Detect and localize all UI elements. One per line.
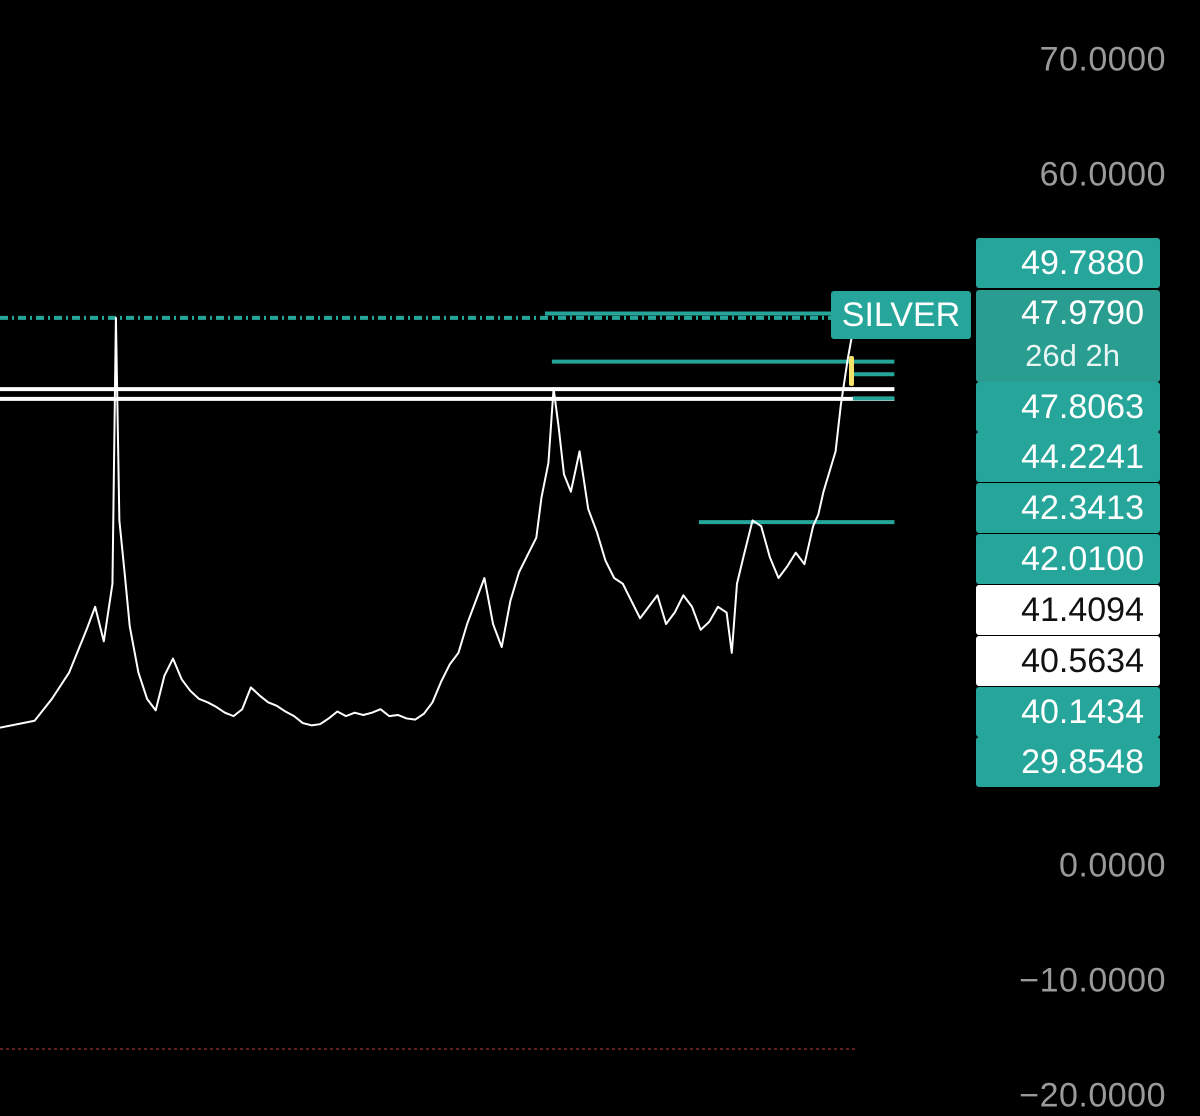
price-label: 41.4094 <box>976 585 1160 635</box>
price-label: 42.0100 <box>976 534 1160 584</box>
axis-tick-label: −10.0000 <box>1019 961 1166 1000</box>
current-price-marker <box>849 356 854 386</box>
series-line-0 <box>0 316 858 729</box>
price-label: 47.8063 <box>976 382 1160 432</box>
axis-tick-label: −20.0000 <box>1019 1076 1166 1115</box>
price-label: 40.5634 <box>976 636 1160 686</box>
axis-tick-label: 60.0000 <box>1039 155 1166 194</box>
axis-tick-label: 0.0000 <box>1059 846 1166 885</box>
price-series <box>0 316 858 729</box>
axis-tick-label: 70.0000 <box>1039 40 1166 79</box>
price-label: 40.1434 <box>976 687 1160 737</box>
price-label: 42.3413 <box>976 483 1160 533</box>
symbol-tag: SILVER <box>831 291 971 339</box>
bar-countdown: 26d 2h <box>1025 338 1120 373</box>
price-label: 44.2241 <box>976 432 1160 482</box>
price-label: 49.7880 <box>976 238 1160 288</box>
horizontal-levels <box>0 311 895 525</box>
current-price-box: 47.9790 26d 2h <box>976 290 1160 382</box>
current-price-value: 47.9790 <box>1021 294 1144 332</box>
price-label: 29.8548 <box>976 737 1160 787</box>
